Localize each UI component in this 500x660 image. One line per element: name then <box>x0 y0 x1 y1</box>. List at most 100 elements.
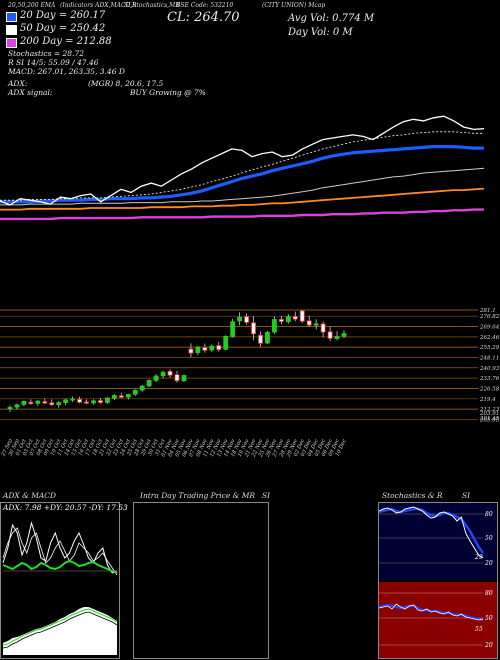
rsi-signal-line <box>379 603 484 622</box>
adx-signal-label: ADX signal: <box>8 88 53 97</box>
stoch-level-80: 80 <box>485 511 493 518</box>
ema200-swatch <box>6 38 17 48</box>
price-level-label: 233.76 <box>479 376 500 382</box>
intraday-title: Intra Day Trading Price & MR <box>140 491 256 500</box>
stoch-k-line <box>379 506 484 559</box>
di-line <box>2 527 118 576</box>
candle-body <box>237 316 243 322</box>
candle-body <box>125 394 131 398</box>
stoch-level-20: 20 <box>484 560 493 567</box>
ema200-legend: 200 Day = 212.88 <box>20 36 112 47</box>
indicator-strip-mid: SI,Stochastics,MR <box>124 2 180 9</box>
candle-body <box>209 345 215 351</box>
adx-reading: ADX: 7.98 +DY: 20.57 -DY: 17.53 <box>3 503 128 512</box>
candle-body <box>160 371 166 377</box>
candle-body <box>258 334 263 344</box>
price-level-label: 226.58 <box>479 386 500 392</box>
candle-body <box>35 400 41 404</box>
candle-body <box>105 397 110 403</box>
candle-body <box>174 374 180 382</box>
stoch-level-50: 50 <box>485 535 493 542</box>
price-level-label: 248.11 <box>479 355 499 361</box>
stochastics-readout: Stochastics = 28.72 <box>8 49 85 58</box>
candle-body <box>153 375 159 381</box>
candle-body <box>299 310 305 322</box>
price-level-label: 240.93 <box>479 366 500 372</box>
candle-body <box>244 316 249 323</box>
candle-body <box>188 348 194 354</box>
candle-body <box>14 404 20 408</box>
price-level-label: 219.4 <box>479 397 496 403</box>
candle-body <box>181 375 187 382</box>
candle-body <box>111 395 117 399</box>
price-level-label: 269.64 <box>479 325 500 331</box>
day-volume: Day Vol: 0 M <box>288 27 353 38</box>
ema50-swatch <box>6 25 17 35</box>
indicator-strip-text: (Indicators ADX,MACD,R <box>60 2 137 9</box>
candle-body <box>70 398 76 401</box>
adx-macd-title: ADX & MACD <box>3 491 57 500</box>
candle-body <box>21 400 27 405</box>
candle-body <box>202 347 208 351</box>
candle-body <box>77 398 82 403</box>
price-level-label: 255.29 <box>479 345 500 351</box>
candle-body <box>265 332 270 344</box>
ema20-swatch <box>6 12 17 22</box>
candle-body <box>251 322 256 335</box>
macd-readout: MACD: 267.01, 263.35, 3.46 D <box>8 67 125 76</box>
candle-body <box>98 400 103 403</box>
ema-chart <box>0 115 485 221</box>
avg-volume: Avg Vol: 0.774 M <box>288 13 375 24</box>
candle-body <box>230 321 236 337</box>
candle-body <box>306 320 312 326</box>
rsi-readout: R SI 14/5: 55.09 / 47.46 <box>8 58 99 67</box>
candle-body <box>91 400 96 404</box>
price-level-label: 203.91 <box>479 411 499 417</box>
rsi-level-80: 80 <box>485 590 493 597</box>
price-level-label: 281.1 <box>479 308 496 314</box>
candle-body <box>146 380 152 387</box>
candle-body <box>285 316 291 323</box>
close-price-line <box>0 115 485 206</box>
candle-body <box>167 370 173 376</box>
stoch-d-line <box>379 507 484 554</box>
candle-body <box>320 323 326 333</box>
macd-line <box>2 611 118 649</box>
candle-body <box>28 401 34 405</box>
candle-body <box>313 323 319 326</box>
candle-body <box>195 346 201 354</box>
adx-label: ADX: <box>8 79 28 88</box>
candle-body <box>278 318 284 322</box>
ema100-line <box>0 187 485 211</box>
rsi-level-20: 20 <box>484 642 493 649</box>
macd-signal-line <box>2 608 118 646</box>
candle-body <box>272 319 277 333</box>
ema50-line <box>0 167 485 206</box>
ema-dotted-line <box>0 131 484 201</box>
ema200-line <box>0 208 484 221</box>
candle-body <box>341 333 347 337</box>
candle-body <box>84 401 89 404</box>
rsi-level-50: 50 <box>485 615 493 622</box>
candle-body <box>334 335 340 339</box>
close-price-label: CL: 264.70 <box>167 10 240 25</box>
adx-line <box>2 521 118 574</box>
price-level-label: 262.46 <box>479 335 500 341</box>
candle-body <box>7 407 13 410</box>
bse-code: BSE Code: 532210 <box>176 2 234 9</box>
candle-body <box>42 401 48 404</box>
price-level-label: 276.82 <box>479 314 500 320</box>
ema20-legend: 20 Day = 260.17 <box>20 10 106 21</box>
stoch-k-value: 29 <box>474 554 483 561</box>
ema50-legend: 50 Day = 250.42 <box>20 23 106 34</box>
candle-body <box>292 316 298 320</box>
stoch-rsi-panel: 80 50 20 29 80 50 20 55 <box>378 502 498 659</box>
adx-macd-plot <box>2 521 118 655</box>
price-level-label: 212.23 <box>479 407 500 413</box>
adx-signal-value: BUY Growing @ 7% <box>130 88 206 97</box>
candle-body <box>139 385 145 391</box>
candle-body <box>223 335 229 350</box>
adx-values: (MGR) 8, 20.6, 17.5 <box>88 79 164 88</box>
